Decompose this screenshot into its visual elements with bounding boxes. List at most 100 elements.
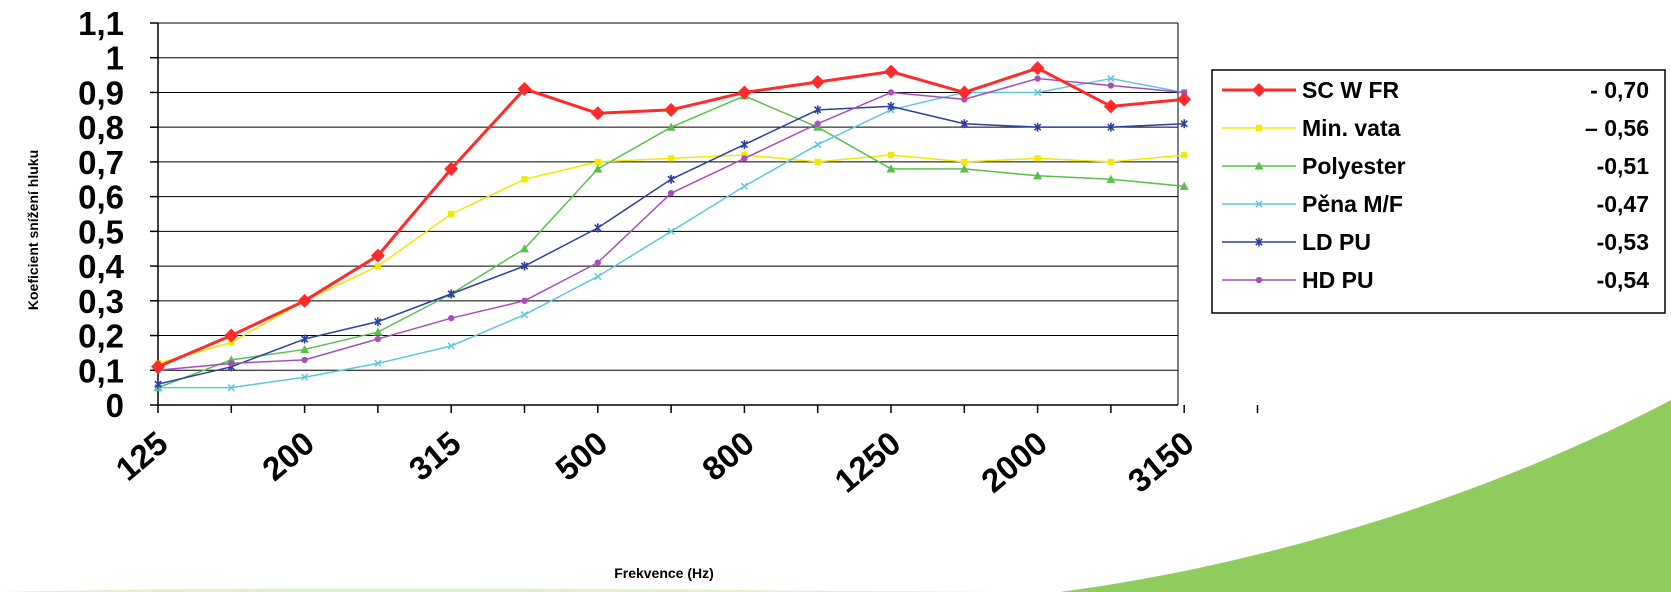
y-tick-label: 0,8 (78, 109, 124, 146)
data-point (886, 164, 896, 173)
data-point (300, 344, 310, 354)
data-point (1033, 88, 1042, 97)
legend-box (1211, 69, 1666, 314)
data-point (1033, 122, 1042, 132)
data-point (373, 327, 383, 336)
data-point (1107, 82, 1115, 89)
series-hd-pu (154, 75, 1188, 374)
x-tick-label: 1250 (827, 424, 907, 500)
data-point (448, 315, 455, 322)
x-tick-label: 315 (402, 424, 468, 488)
data-point (374, 359, 382, 368)
data-point (374, 335, 382, 343)
legend-marker (1254, 161, 1264, 170)
series-p-na-m-f (154, 74, 1188, 392)
y-tick-label: 0,3 (78, 283, 124, 320)
series-ld-pu (154, 101, 1188, 389)
data-point (887, 101, 895, 111)
legend-series-name: Min. vata (1302, 115, 1401, 141)
legend-marker (1255, 276, 1263, 284)
bottom-swoosh (0, 588, 1000, 592)
legend-series-name: Polyester (1302, 153, 1406, 179)
data-point (667, 174, 675, 184)
y-tick-label: 0,7 (78, 144, 124, 181)
data-point (448, 210, 455, 218)
data-point (741, 151, 748, 159)
data-point (666, 122, 676, 131)
legend-marker (1252, 83, 1266, 97)
series-line (157, 77, 1185, 372)
legend-item: Pěna M/F -0,47 (1222, 191, 1649, 217)
data-point (814, 120, 821, 127)
data-point (1107, 158, 1115, 166)
data-point (228, 360, 235, 367)
x-axis-label: Frekvence (Hz) (614, 565, 714, 581)
data-point (370, 248, 385, 263)
x-tick-label: 2000 (974, 424, 1054, 500)
data-point (1034, 155, 1041, 162)
x-tick-label: 800 (695, 424, 761, 488)
data-point (814, 158, 821, 166)
data-point (151, 359, 165, 374)
data-point (1181, 151, 1188, 159)
data-point (521, 176, 528, 183)
axes (157, 23, 1178, 406)
data-point (887, 151, 895, 159)
data-point (667, 190, 675, 197)
data-point (520, 261, 529, 271)
data-point (1107, 74, 1115, 83)
data-point (154, 379, 162, 389)
data-point (957, 85, 972, 100)
data-point (737, 85, 752, 100)
legend-series-name: SC W FR (1302, 77, 1399, 103)
y-tick-label: 0,5 (78, 213, 124, 250)
data-point (517, 81, 532, 96)
legend-series-score: - 0,70 (1590, 77, 1649, 103)
data-point (1033, 171, 1043, 180)
corner-swoosh (1060, 400, 1671, 592)
data-point (1030, 61, 1045, 76)
y-tick-label: 1,1 (78, 5, 124, 42)
legend-series-name: LD PU (1302, 229, 1371, 255)
corner-decoration (0, 400, 1671, 592)
legend-series-score: -0,53 (1597, 229, 1649, 255)
data-point (740, 182, 749, 190)
data-point (1034, 75, 1041, 82)
legend-item: SC W FR - 0,70 (1222, 77, 1649, 103)
data-point (1106, 174, 1116, 183)
data-point (1179, 181, 1189, 190)
data-point (813, 105, 822, 115)
legend-series-name: HD PU (1302, 267, 1374, 293)
y-tick-label: 0,9 (78, 74, 124, 111)
series-min-vata (154, 151, 1188, 367)
data-point (594, 223, 602, 233)
data-point (520, 311, 529, 319)
legend-marker (1255, 237, 1263, 247)
legend-item: HD PU -0,54 (1222, 267, 1649, 293)
data-point (810, 75, 825, 90)
y-tick-label: 1 (106, 40, 124, 77)
x-axis-ticks: 125 200 315 500 800 1250 2000 3150 (109, 405, 1259, 500)
data-point (814, 140, 822, 149)
data-point (1107, 122, 1115, 132)
y-tick-label: 0,4 (78, 248, 125, 285)
y-tick-label: 0,1 (78, 352, 124, 389)
legend-marker (1255, 124, 1263, 132)
data-point (300, 334, 309, 344)
data-point (444, 161, 459, 176)
y-tick-label: 0 (106, 387, 124, 424)
data-point (374, 317, 382, 327)
data-point (593, 164, 603, 173)
data-point (884, 64, 898, 79)
x-tick-label: 3150 (1121, 424, 1201, 500)
series-sc-w-fr (151, 61, 1192, 374)
data-point (887, 89, 895, 96)
data-point (594, 272, 602, 281)
data-point (667, 227, 675, 236)
y-tick-label: 0,6 (78, 179, 124, 216)
data-point (959, 164, 969, 173)
data-point (594, 158, 601, 166)
legend-marker (1255, 200, 1263, 208)
data-series (151, 61, 1192, 392)
